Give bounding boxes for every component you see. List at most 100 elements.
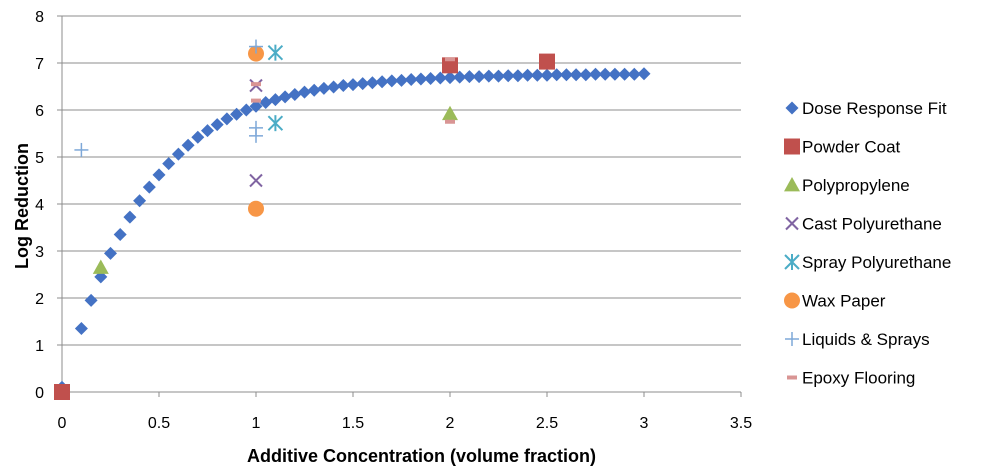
data-point bbox=[569, 68, 583, 82]
series-wax-paper bbox=[248, 45, 264, 217]
legend-marker bbox=[784, 177, 800, 192]
data-point bbox=[259, 95, 273, 109]
data-point bbox=[530, 68, 544, 82]
data-point bbox=[220, 112, 234, 126]
data-point bbox=[445, 57, 455, 62]
data-point bbox=[550, 68, 564, 82]
data-point bbox=[201, 124, 214, 138]
data-point bbox=[627, 67, 641, 81]
data-point bbox=[336, 79, 350, 93]
data-marks bbox=[54, 39, 651, 400]
y-axis-title: Log Reduction bbox=[12, 143, 32, 269]
data-point bbox=[74, 142, 89, 157]
x-tick-label: 2 bbox=[446, 415, 455, 432]
data-point bbox=[142, 180, 156, 194]
data-point bbox=[445, 119, 455, 124]
legend-label: Spray Polyurethane bbox=[802, 253, 951, 272]
x-tick-label: 1 bbox=[252, 415, 261, 432]
data-point bbox=[365, 76, 379, 90]
data-point bbox=[133, 194, 147, 208]
data-point bbox=[501, 69, 515, 83]
data-point bbox=[267, 115, 284, 132]
data-point bbox=[521, 68, 535, 82]
y-tick-label: 6 bbox=[35, 103, 44, 120]
x-tick-labels: 0 0.5 1 1.5 2 2.5 3 3.5 bbox=[58, 415, 753, 432]
data-point bbox=[104, 246, 117, 260]
legend-marker bbox=[784, 138, 800, 155]
series-spray-polyurethane bbox=[267, 44, 284, 132]
data-point bbox=[74, 322, 88, 336]
data-point bbox=[123, 210, 137, 224]
data-point bbox=[589, 67, 602, 81]
data-point bbox=[251, 98, 261, 103]
data-point bbox=[249, 128, 263, 143]
x-tick-label: 0.5 bbox=[148, 415, 170, 432]
legend-marker bbox=[787, 375, 797, 380]
legend-label: Liquids & Sprays bbox=[802, 330, 930, 349]
data-point bbox=[442, 105, 458, 121]
data-point bbox=[395, 73, 408, 87]
data-point bbox=[249, 173, 263, 188]
legend-label: Powder Coat bbox=[802, 138, 901, 157]
data-point bbox=[511, 69, 525, 83]
y-tick-label: 2 bbox=[35, 291, 44, 308]
y-tick-label: 1 bbox=[35, 338, 44, 355]
data-point bbox=[482, 69, 496, 83]
legend-marker bbox=[784, 292, 800, 309]
data-point bbox=[84, 293, 98, 307]
legend-marker bbox=[785, 216, 799, 231]
series-epoxy-flooring bbox=[251, 57, 455, 124]
x-tick-label: 0 bbox=[58, 415, 67, 432]
x-tick-label: 3.5 bbox=[730, 415, 752, 432]
data-point bbox=[453, 70, 467, 84]
data-point bbox=[230, 107, 244, 121]
data-point bbox=[92, 259, 109, 274]
data-point bbox=[54, 384, 70, 400]
data-point bbox=[618, 67, 632, 81]
legend-item: Dose Response Fit bbox=[785, 99, 947, 118]
data-point bbox=[288, 87, 302, 101]
data-point bbox=[579, 68, 593, 82]
data-point bbox=[492, 69, 505, 83]
data-point bbox=[404, 72, 418, 86]
data-point bbox=[472, 70, 486, 84]
legend-item: Spray Polyurethane bbox=[784, 253, 951, 272]
y-tick-label: 7 bbox=[35, 56, 44, 73]
data-point bbox=[298, 85, 311, 99]
legend-item: Powder Coat bbox=[784, 138, 901, 157]
legend-label: Dose Response Fit bbox=[802, 99, 947, 118]
data-point bbox=[346, 78, 360, 92]
x-tick-label: 2.5 bbox=[536, 415, 558, 432]
series-dose-response-fit bbox=[55, 67, 651, 394]
data-point bbox=[267, 44, 284, 61]
series-liquids-sprays bbox=[74, 39, 263, 157]
data-point bbox=[356, 77, 370, 91]
data-point bbox=[539, 53, 555, 70]
x-axis-title: Additive Concentration (volume fraction) bbox=[247, 446, 596, 466]
series-powder-coat bbox=[54, 53, 555, 400]
legend: Dose Response Fit Powder Coat Polypropylen… bbox=[784, 99, 951, 388]
data-point bbox=[443, 71, 457, 85]
data-point bbox=[152, 168, 166, 182]
x-tick-label: 3 bbox=[640, 415, 649, 432]
data-point bbox=[385, 74, 399, 88]
data-point bbox=[462, 70, 476, 84]
legend-label: Wax Paper bbox=[802, 292, 886, 311]
data-point bbox=[433, 71, 447, 85]
series-polypropylene bbox=[92, 105, 458, 274]
legend-label: Polypropylene bbox=[802, 176, 910, 195]
data-point bbox=[210, 118, 224, 132]
legend-label: Cast Polyurethane bbox=[802, 215, 942, 234]
legend-item: Polypropylene bbox=[784, 176, 910, 195]
data-point bbox=[608, 67, 622, 81]
data-point bbox=[249, 99, 263, 113]
data-point bbox=[317, 81, 331, 95]
data-point bbox=[278, 90, 292, 104]
legend-item: Liquids & Sprays bbox=[785, 330, 930, 349]
legend-label: Epoxy Flooring bbox=[802, 369, 915, 388]
data-point bbox=[637, 67, 651, 81]
data-point bbox=[248, 200, 264, 217]
data-point bbox=[540, 68, 554, 82]
data-point bbox=[181, 138, 195, 152]
